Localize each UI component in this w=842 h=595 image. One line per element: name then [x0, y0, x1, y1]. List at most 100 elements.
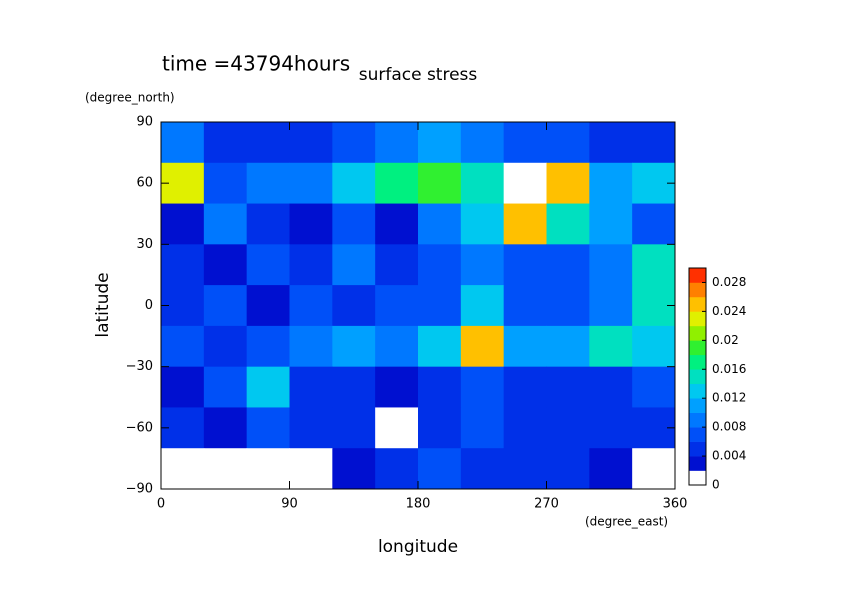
contour-cell	[503, 448, 547, 490]
contour-cell	[503, 325, 547, 368]
contour-cell	[161, 203, 205, 245]
contour-cell	[375, 407, 419, 449]
contour-cell	[546, 407, 590, 449]
x-tick-label: 360	[663, 497, 688, 512]
chart-title: surface stress	[359, 65, 478, 85]
contour-cell	[589, 162, 633, 205]
x-unit: (degree_east)	[585, 515, 668, 529]
colorbar-swatch	[689, 296, 706, 312]
contour-cell	[289, 203, 333, 245]
contour-cell	[246, 203, 290, 245]
contour-cell	[460, 244, 505, 286]
contour-cell	[289, 285, 333, 327]
contour-cell	[289, 325, 333, 368]
contour-cell	[246, 366, 290, 408]
contour-cell	[332, 325, 376, 368]
colorbar-swatch	[689, 470, 706, 486]
contour-cell	[375, 366, 419, 408]
contour-cell	[375, 448, 419, 490]
contour-cell	[375, 122, 419, 164]
contour-cell	[632, 325, 676, 368]
colorbar-swatch	[689, 369, 706, 385]
x-tick-label: 0	[157, 497, 165, 512]
colorbar-tick-label: 0.004	[712, 449, 746, 463]
contour-cell	[332, 285, 376, 327]
contour-cell	[161, 244, 205, 286]
contour-cell	[503, 203, 547, 245]
contour-cell	[332, 366, 376, 408]
y-axis-label: latitude	[93, 272, 113, 337]
colorbar-swatch	[689, 268, 706, 283]
contour-cell	[246, 244, 290, 286]
contour-cell	[503, 244, 547, 286]
contour-cell	[332, 448, 376, 490]
contour-cell	[589, 203, 633, 245]
contour-cell	[289, 162, 333, 205]
contour-cell	[632, 448, 676, 490]
contour-cell	[418, 407, 462, 449]
contour-cell	[203, 325, 248, 368]
contour-cell	[161, 122, 205, 164]
colorbar-swatch	[689, 311, 706, 327]
contour-cell	[589, 448, 633, 490]
colorbar-tick-label: 0.02	[712, 333, 739, 347]
contour-cell	[632, 366, 676, 408]
contour-cell	[589, 122, 633, 164]
contour-cell	[418, 162, 462, 205]
contour-cell	[203, 285, 248, 327]
contour-cell	[632, 203, 676, 245]
contour-cell	[161, 448, 205, 490]
contour-cell	[589, 325, 633, 368]
contour-cell	[546, 448, 590, 490]
contour-cell	[203, 448, 248, 490]
y-tick-label: 30	[136, 237, 153, 252]
x-tick-label: 180	[406, 497, 431, 512]
contour-cell	[589, 285, 633, 327]
y-tick-label: 60	[136, 176, 153, 191]
colorbar-tick-label: 0.016	[712, 362, 746, 376]
contour-cell	[203, 162, 248, 205]
contour-cell	[246, 162, 290, 205]
colorbar-swatch	[689, 354, 706, 370]
contour-cell	[332, 407, 376, 449]
contour-cell	[503, 366, 547, 408]
contour-cell	[375, 285, 419, 327]
contour-cell	[503, 407, 547, 449]
colorbar-swatch	[689, 325, 706, 341]
colorbar-tick-label: 0.024	[712, 304, 746, 318]
contour-cell	[546, 244, 590, 286]
contour-cell	[503, 285, 547, 327]
contour-cell	[161, 325, 205, 368]
contour-cell	[589, 407, 633, 449]
chart-subtitle: time =43794hours	[162, 52, 350, 76]
contour-cell	[546, 285, 590, 327]
contour-cell	[332, 122, 376, 164]
colorbar-tick-label: 0.028	[712, 275, 746, 289]
contour-cell	[203, 203, 248, 245]
colorbar-swatch	[689, 412, 706, 428]
contour-cell	[289, 448, 333, 490]
contour-cell	[460, 407, 505, 449]
colorbar-tick-label: 0.012	[712, 391, 746, 405]
contour-cell	[460, 325, 505, 368]
y-tick-label: −30	[126, 359, 153, 374]
contour-cell	[375, 244, 419, 286]
x-axis-label: longitude	[378, 537, 458, 557]
contour-cell	[289, 122, 333, 164]
contour-cell	[589, 366, 633, 408]
contour-cell	[289, 366, 333, 408]
contour-cell	[418, 285, 462, 327]
contour-cell	[460, 162, 505, 205]
x-tick-label: 270	[534, 497, 559, 512]
contour-cell	[246, 407, 290, 449]
contour-cell	[332, 244, 376, 286]
contour-cell	[289, 244, 333, 286]
contour-cell	[418, 203, 462, 245]
y-tick-label: −90	[126, 482, 153, 497]
colorbar-frame	[688, 267, 707, 486]
contour-cell	[460, 366, 505, 408]
contour-cell	[375, 203, 419, 245]
colorbar-swatch	[689, 282, 706, 298]
contour-cell	[375, 325, 419, 368]
colorbar-swatch	[689, 383, 706, 399]
